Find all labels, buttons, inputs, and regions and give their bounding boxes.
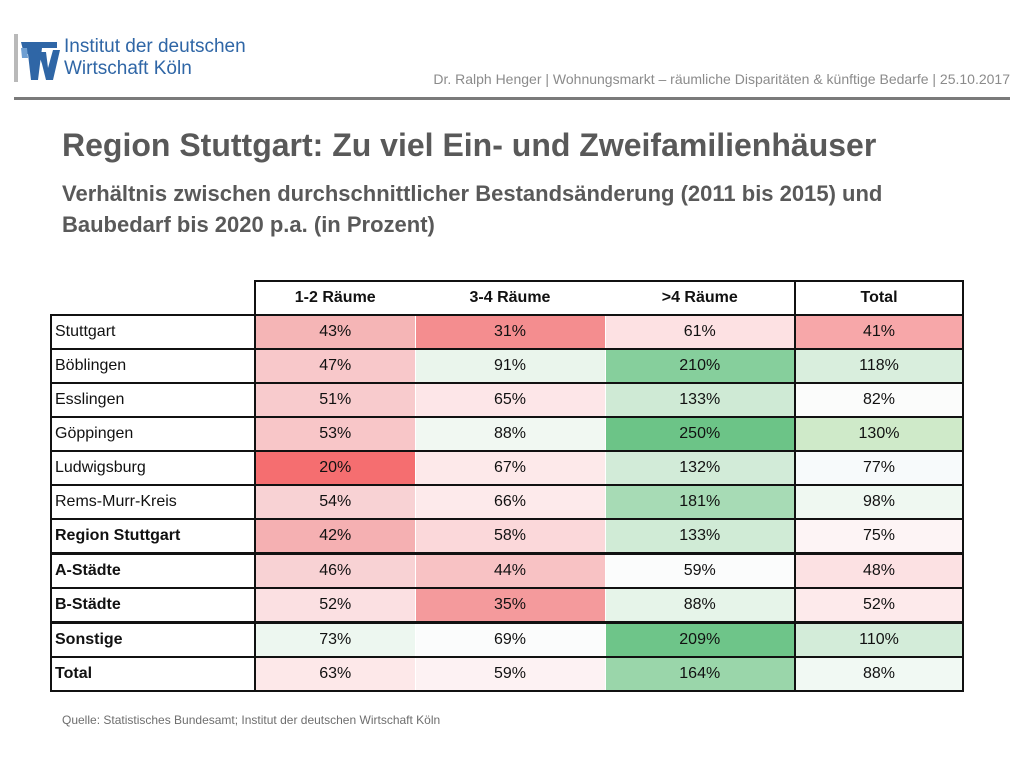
table-cell: 82% xyxy=(794,382,964,418)
table-body: Stuttgart 43% 31% 61% 41% Böblingen 47% 91% 210%… xyxy=(50,314,964,692)
iw-logo: Institut der deutschen Wirtschaft Köln xyxy=(12,28,246,88)
row-label: Esslingen xyxy=(50,382,256,418)
iw-logo-icon xyxy=(12,28,62,88)
table-cell: 250% xyxy=(604,416,796,452)
table-cell: 54% xyxy=(254,484,416,520)
table-cell: 73% xyxy=(254,621,416,658)
row-label: Böblingen xyxy=(50,348,256,384)
table-cell: 75% xyxy=(794,518,964,555)
row-label: Ludwigsburg xyxy=(50,450,256,486)
table-cell: 35% xyxy=(414,587,606,624)
row-label: Total xyxy=(50,656,256,692)
header-meta: Dr. Ralph Henger | Wohnungsmarkt – räuml… xyxy=(433,71,1010,87)
table-row: A-Städte 46% 44% 59% 48% xyxy=(50,552,964,589)
table-cell: 59% xyxy=(604,552,796,589)
table-cell: 91% xyxy=(414,348,606,384)
table-cell: 61% xyxy=(604,314,796,350)
table-cell: 47% xyxy=(254,348,416,384)
table-cell: 110% xyxy=(794,621,964,658)
table-cell: 164% xyxy=(604,656,796,692)
row-label: A-Städte xyxy=(50,552,256,589)
table-row: Stuttgart 43% 31% 61% 41% xyxy=(50,314,964,350)
table-cell: 46% xyxy=(254,552,416,589)
page-title: Region Stuttgart: Zu viel Ein- und Zweif… xyxy=(62,127,877,163)
table-cell: 66% xyxy=(414,484,606,520)
table-row: Total 63% 59% 164% 88% xyxy=(50,656,964,692)
logo-line-1: Institut der deutschen xyxy=(64,36,246,57)
table-cell: 31% xyxy=(414,314,606,350)
table-cell: 88% xyxy=(604,587,796,624)
table-cell: 41% xyxy=(794,314,964,350)
table-row: B-Städte 52% 35% 88% 52% xyxy=(50,587,964,624)
table-cell: 59% xyxy=(414,656,606,692)
logo-line-2: Wirtschaft Köln xyxy=(64,58,192,79)
table-row: Göppingen 53% 88% 250% 130% xyxy=(50,416,964,452)
table-cell: 130% xyxy=(794,416,964,452)
column-header: 3-4 Räume xyxy=(414,280,606,316)
table-cell: 44% xyxy=(414,552,606,589)
table-row: Sonstige 73% 69% 209% 110% xyxy=(50,621,964,658)
table-cell: 65% xyxy=(414,382,606,418)
row-label: Stuttgart xyxy=(50,314,256,350)
table-cell: 181% xyxy=(604,484,796,520)
column-header: >4 Räume xyxy=(604,280,796,316)
source-note: Quelle: Statistisches Bundesamt; Institu… xyxy=(62,713,441,727)
table-cell: 43% xyxy=(254,314,416,350)
table-cell: 69% xyxy=(414,621,606,658)
column-header: Total xyxy=(794,280,964,316)
table-cell: 133% xyxy=(604,518,796,555)
row-label: Göppingen xyxy=(50,416,256,452)
logo-text: Institut der deutschen Wirtschaft Köln xyxy=(64,36,246,80)
table-cell: 209% xyxy=(604,621,796,658)
page-subtitle: Verhältnis zwischen durchschnittlicher B… xyxy=(62,181,883,237)
row-label: Sonstige xyxy=(50,621,256,658)
table-cell: 98% xyxy=(794,484,964,520)
table-cell: 48% xyxy=(794,552,964,589)
table-cell: 52% xyxy=(794,587,964,624)
table-cell: 52% xyxy=(254,587,416,624)
table-cell: 88% xyxy=(414,416,606,452)
table-row: Ludwigsburg 20% 67% 132% 77% xyxy=(50,450,964,486)
table-cell: 20% xyxy=(254,450,416,486)
table-row: Esslingen 51% 65% 133% 82% xyxy=(50,382,964,418)
row-label: Region Stuttgart xyxy=(50,518,256,555)
data-table: 1-2 Räume 3-4 Räume >4 Räume Total Stutt… xyxy=(50,280,964,692)
table-cell: 53% xyxy=(254,416,416,452)
table-cell: 133% xyxy=(604,382,796,418)
table-cell: 210% xyxy=(604,348,796,384)
header-divider xyxy=(14,97,1010,100)
table-cell: 88% xyxy=(794,656,964,692)
table-corner-cell xyxy=(50,280,256,316)
column-header: 1-2 Räume xyxy=(254,280,416,316)
table-header-row: 1-2 Räume 3-4 Räume >4 Räume Total xyxy=(50,280,964,316)
table-cell: 118% xyxy=(794,348,964,384)
table-cell: 63% xyxy=(254,656,416,692)
row-label: Rems-Murr-Kreis xyxy=(50,484,256,520)
table-cell: 51% xyxy=(254,382,416,418)
table-cell: 132% xyxy=(604,450,796,486)
table-row: Region Stuttgart 42% 58% 133% 75% xyxy=(50,518,964,555)
row-label: B-Städte xyxy=(50,587,256,624)
table-cell: 58% xyxy=(414,518,606,555)
table-row: Rems-Murr-Kreis 54% 66% 181% 98% xyxy=(50,484,964,520)
table-cell: 67% xyxy=(414,450,606,486)
table-cell: 77% xyxy=(794,450,964,486)
table-cell: 42% xyxy=(254,518,416,555)
table-row: Böblingen 47% 91% 210% 118% xyxy=(50,348,964,384)
